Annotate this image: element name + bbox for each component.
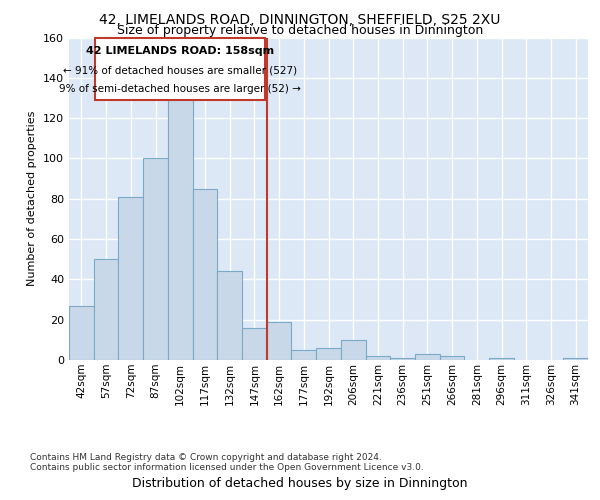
- Bar: [316, 348, 341, 360]
- Bar: [143, 158, 168, 360]
- Text: Size of property relative to detached houses in Dinnington: Size of property relative to detached ho…: [117, 24, 483, 37]
- Bar: [94, 259, 118, 360]
- Text: 42 LIMELANDS ROAD: 158sqm: 42 LIMELANDS ROAD: 158sqm: [86, 46, 274, 56]
- Text: ← 91% of detached houses are smaller (527): ← 91% of detached houses are smaller (52…: [63, 66, 297, 76]
- Text: Contains public sector information licensed under the Open Government Licence v3: Contains public sector information licen…: [30, 464, 424, 472]
- Bar: [563, 358, 588, 360]
- Text: Distribution of detached houses by size in Dinnington: Distribution of detached houses by size …: [132, 477, 468, 490]
- Bar: [390, 358, 415, 360]
- FancyBboxPatch shape: [95, 38, 265, 100]
- Bar: [193, 188, 217, 360]
- Text: Contains HM Land Registry data © Crown copyright and database right 2024.: Contains HM Land Registry data © Crown c…: [30, 454, 382, 462]
- Bar: [440, 356, 464, 360]
- Bar: [168, 98, 193, 360]
- Bar: [415, 354, 440, 360]
- Bar: [242, 328, 267, 360]
- Text: 9% of semi-detached houses are larger (52) →: 9% of semi-detached houses are larger (5…: [59, 84, 301, 94]
- Bar: [118, 196, 143, 360]
- Y-axis label: Number of detached properties: Number of detached properties: [28, 111, 37, 286]
- Bar: [292, 350, 316, 360]
- Bar: [489, 358, 514, 360]
- Bar: [69, 306, 94, 360]
- Bar: [217, 272, 242, 360]
- Bar: [341, 340, 365, 360]
- Text: 42, LIMELANDS ROAD, DINNINGTON, SHEFFIELD, S25 2XU: 42, LIMELANDS ROAD, DINNINGTON, SHEFFIEL…: [100, 12, 500, 26]
- Bar: [267, 322, 292, 360]
- Bar: [365, 356, 390, 360]
